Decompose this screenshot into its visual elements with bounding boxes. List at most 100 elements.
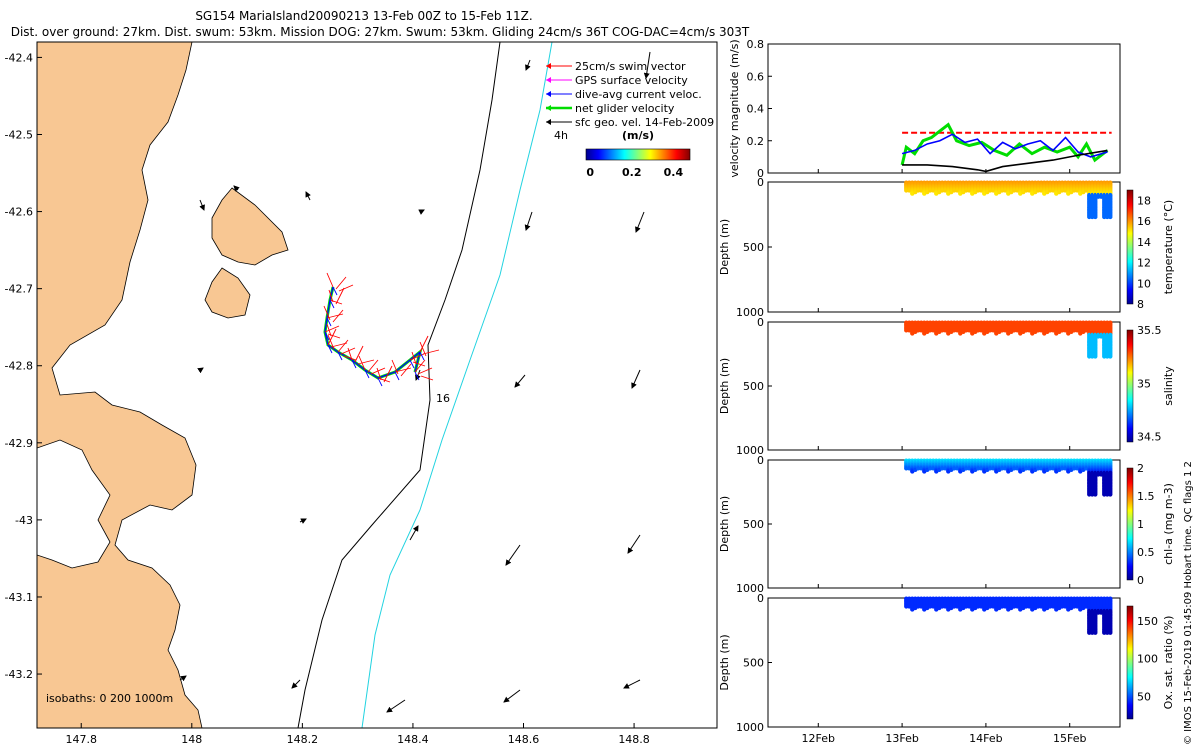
legend-entry: 25cm/s swim vector bbox=[575, 60, 686, 73]
swim-vector bbox=[394, 367, 412, 373]
island-maria-north bbox=[211, 187, 289, 266]
swim-vector bbox=[377, 377, 391, 383]
colorbar-tick-label: 1 bbox=[1137, 518, 1144, 531]
colorbar-tick-label: 100 bbox=[1137, 653, 1158, 666]
swim-vector bbox=[326, 323, 332, 337]
swim-vector bbox=[347, 347, 353, 361]
section-point bbox=[1093, 354, 1098, 359]
isobath-200m bbox=[297, 42, 501, 728]
chart-subtitle: Dist. over ground: 27km. Dist. swum: 53k… bbox=[11, 25, 750, 39]
y-axis-label: Depth (m) bbox=[718, 219, 731, 275]
geo-arrow bbox=[525, 59, 531, 71]
swim-vector bbox=[327, 333, 341, 339]
swim-vector bbox=[412, 361, 426, 367]
swim-vector bbox=[326, 272, 334, 288]
section-colorbar bbox=[1126, 189, 1134, 305]
swim-vector bbox=[419, 341, 427, 357]
legend-entry: net glider velocity bbox=[575, 102, 675, 115]
map-x-tick-label: 147.8 bbox=[65, 733, 97, 746]
geo-arrow bbox=[299, 518, 307, 524]
y-tick-label: 0 bbox=[757, 316, 764, 329]
swim-vector bbox=[343, 355, 357, 361]
swim-vector bbox=[335, 276, 347, 290]
y-axis-label: velocity magnitude (m/s) bbox=[728, 39, 741, 177]
geo-arrow bbox=[179, 675, 187, 682]
dac-vector bbox=[351, 359, 357, 369]
geo-arrow bbox=[524, 211, 533, 231]
swim-vector bbox=[420, 375, 434, 381]
colorbar-tick-label: 16 bbox=[1137, 215, 1151, 228]
speed-colorbar-tick: 0.2 bbox=[622, 166, 642, 179]
map-y-tick-label: -42.4 bbox=[5, 51, 33, 64]
panel-frame bbox=[767, 321, 1121, 451]
dac-vector bbox=[377, 377, 383, 387]
panel-frame bbox=[767, 597, 1121, 728]
geo-arrow bbox=[233, 185, 240, 192]
glider-track bbox=[323, 272, 440, 387]
colorbar-tick-label: 1.5 bbox=[1137, 490, 1155, 503]
swim-vector bbox=[358, 355, 366, 371]
geo-arrow bbox=[197, 367, 204, 374]
section-colorbar bbox=[1126, 605, 1134, 720]
geo-arrow bbox=[631, 369, 641, 389]
legend-arrowhead bbox=[546, 77, 551, 83]
map-y-tick-label: -42.9 bbox=[5, 437, 33, 450]
y-tick-label: 0 bbox=[757, 167, 764, 180]
panel-frame bbox=[767, 43, 1121, 174]
speed-colorbar-tick: 0 bbox=[586, 166, 594, 179]
geo-arrow bbox=[415, 369, 421, 381]
section-point bbox=[1093, 492, 1098, 497]
geo-arrow bbox=[627, 534, 641, 554]
geo-arrow bbox=[291, 679, 301, 689]
colorbar-tick-label: 0.5 bbox=[1137, 546, 1155, 559]
inner-bay bbox=[37, 439, 111, 569]
swim-vector bbox=[330, 342, 348, 348]
swim-vector bbox=[324, 325, 340, 333]
section-point bbox=[1093, 214, 1098, 220]
y-tick-label: 500 bbox=[743, 380, 764, 393]
map-y-tick-label: -42.6 bbox=[5, 206, 33, 219]
speed-colorbar bbox=[585, 148, 691, 161]
geo-arrow bbox=[505, 544, 521, 566]
swim-vector bbox=[419, 335, 429, 353]
map-y-tick-label: -42.5 bbox=[5, 128, 33, 141]
swim-vector bbox=[327, 334, 335, 350]
y-tick-label: 0.8 bbox=[747, 38, 765, 51]
colorbar-tick-label: 34.5 bbox=[1137, 431, 1162, 444]
y-axis-label: Depth (m) bbox=[718, 496, 731, 552]
legend-entry: GPS surface velocity bbox=[575, 74, 688, 87]
y-tick-label: 1000 bbox=[736, 721, 764, 734]
section-panel-3: 0 500 1000 Depth (m) 0 0.5 1 1.5 2 chl-a (mg m-3) bbox=[718, 454, 1175, 595]
colorbar-tick-label: 150 bbox=[1137, 615, 1158, 628]
map-y-tick-label: -43.2 bbox=[5, 668, 33, 681]
colorbar-tick-label: 12 bbox=[1137, 257, 1151, 270]
legend-entry: sfc geo. vel. 14-Feb-2009 bbox=[575, 116, 714, 129]
colorbar-title: (m/s) bbox=[622, 129, 654, 142]
section-colorbar bbox=[1126, 467, 1134, 581]
geo-arrow bbox=[199, 199, 205, 211]
chart-title: SG154 MariaIsland20090213 13-Feb 00Z to … bbox=[195, 9, 532, 23]
swim-vector bbox=[383, 365, 393, 383]
geo-arrow bbox=[635, 211, 645, 233]
legend-arrowhead bbox=[546, 105, 551, 111]
dac-vector bbox=[364, 369, 370, 379]
land-mainland bbox=[37, 42, 203, 728]
swim-vector bbox=[329, 299, 343, 305]
net-velocity-track bbox=[323, 286, 423, 380]
map-y-tick-label: -42.8 bbox=[5, 360, 33, 373]
swim-vector bbox=[340, 347, 356, 355]
colorbar-tick-label: 35.5 bbox=[1137, 324, 1162, 337]
section-colorbar bbox=[1126, 329, 1134, 443]
geo-arrow bbox=[305, 191, 311, 201]
geo-velocity-arrows bbox=[179, 51, 651, 713]
velocity-panel: 0 0.2 0.4 0.6 0.8 velocity magnitude (m/s) bbox=[728, 38, 1121, 180]
map-x-tick-label: 148.8 bbox=[618, 733, 650, 746]
dac-vector bbox=[394, 371, 400, 381]
legend-arrowhead bbox=[546, 119, 551, 125]
time-tick-label: 15Feb bbox=[1053, 732, 1086, 745]
section-panel-1: 0 500 1000 Depth (m) 8 10 12 14 16 18 temperature … bbox=[718, 176, 1175, 319]
dac-vector bbox=[414, 371, 420, 381]
geo-arrow bbox=[623, 679, 641, 689]
section-panel-4: 0 500 1000 Depth (m) 50 100 150 Ox. sat. ratio … bbox=[718, 592, 1175, 734]
